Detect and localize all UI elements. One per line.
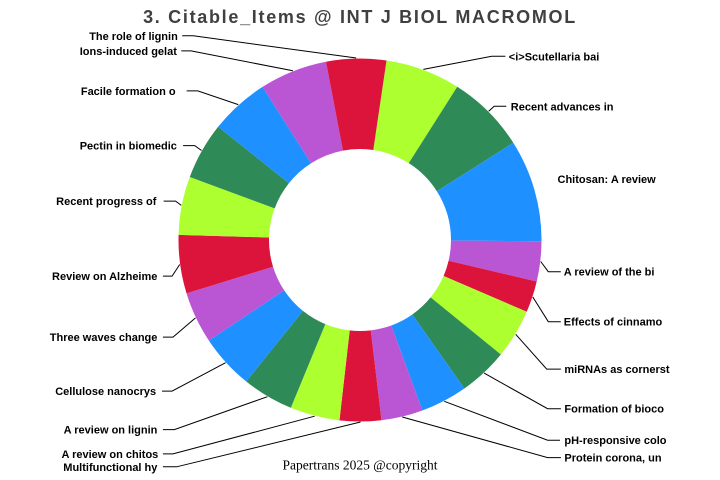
svg-text:Protein corona, un: Protein corona, un	[564, 453, 661, 465]
svg-text:Effects of cinnamo: Effects of cinnamo	[564, 317, 663, 329]
svg-text:A review on chitos: A review on chitos	[62, 449, 159, 461]
svg-text:<i>Scutellaria bai: <i>Scutellaria bai	[509, 51, 600, 63]
svg-text:pH-responsive colo: pH-responsive colo	[564, 435, 666, 447]
svg-text:3. Citable_Items @ INT J BIOL: 3. Citable_Items @ INT J BIOL MACROMOL	[143, 7, 577, 27]
svg-text:Ions-induced gelat: Ions-induced gelat	[80, 46, 178, 58]
svg-text:Review on Alzheime: Review on Alzheime	[52, 271, 157, 283]
svg-text:The role of lignin: The role of lignin	[89, 31, 178, 43]
svg-text:Cellulose nanocrys: Cellulose nanocrys	[55, 386, 156, 398]
svg-text:Chitosan: A review: Chitosan: A review	[558, 174, 657, 186]
svg-text:Multifunctional hy: Multifunctional hy	[63, 462, 158, 474]
svg-text:Recent progress of: Recent progress of	[56, 196, 157, 208]
svg-text:Papertrans 2025 @copyright: Papertrans 2025 @copyright	[283, 458, 438, 473]
svg-text:A review of the bi: A review of the bi	[564, 267, 655, 279]
svg-text:Recent advances in: Recent advances in	[511, 101, 614, 113]
svg-text:Three waves change: Three waves change	[50, 332, 158, 344]
svg-text:miRNAs as cornerst: miRNAs as cornerst	[564, 364, 669, 376]
svg-text:Pectin in biomedic: Pectin in biomedic	[80, 141, 177, 153]
svg-text:A review on lignin: A review on lignin	[64, 425, 158, 437]
svg-text:Facile formation o: Facile formation o	[81, 86, 176, 98]
svg-text:Formation of bioco: Formation of bioco	[564, 404, 664, 416]
